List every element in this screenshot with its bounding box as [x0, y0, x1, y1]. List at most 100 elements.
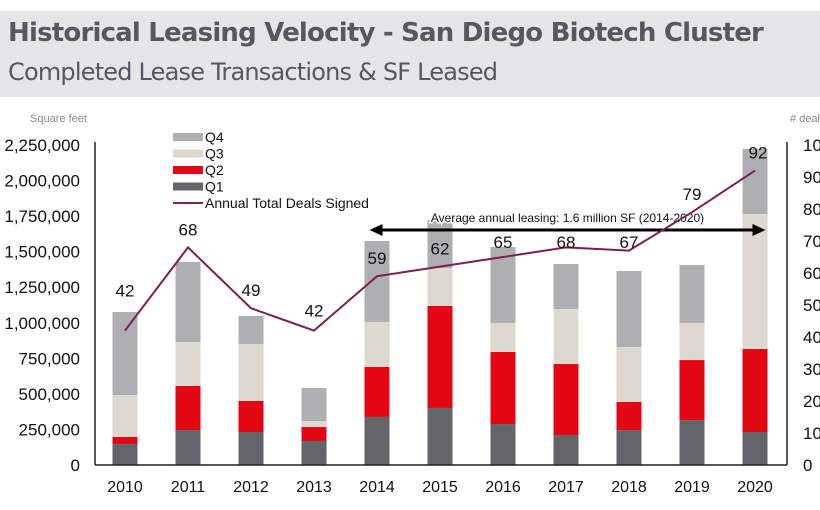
bar-q3-2011 — [175, 341, 201, 386]
y2-axis-label: # deals — [790, 113, 820, 125]
legend-swatch-q4 — [173, 133, 203, 141]
bar-q4-2011 — [175, 261, 201, 342]
bar-q1-2019 — [679, 420, 705, 465]
x-tick-label: 2019 — [674, 479, 710, 496]
y-tick-label: 1,750,000 — [4, 207, 80, 226]
bar-q4-2013 — [301, 388, 327, 422]
bar-q1-2015 — [427, 407, 453, 465]
bar-q1-2011 — [175, 430, 201, 465]
bar-q4-2017 — [553, 263, 579, 309]
legend-label: Annual Total Deals Signed — [205, 195, 369, 211]
y2-tick-label: 80 — [803, 200, 820, 219]
bar-q4-2019 — [679, 265, 705, 323]
bar-q3-2014 — [364, 321, 390, 368]
y2-tick-label: 10 — [803, 424, 820, 443]
x-tick-label: 2012 — [233, 479, 269, 496]
bar-q4-2016 — [490, 246, 516, 323]
bar-q2-2015 — [427, 305, 453, 408]
page-subtitle: Completed Lease Transactions & SF Leased — [8, 58, 498, 86]
bar-q1-2012 — [238, 432, 264, 465]
deals-data-label: 68 — [557, 233, 576, 252]
bar-q3-2012 — [238, 343, 264, 401]
y2-tick-label: 60 — [803, 264, 820, 283]
bar-q1-2020 — [742, 432, 768, 465]
bar-q4-2012 — [238, 315, 264, 344]
x-tick-label: 2015 — [422, 479, 458, 496]
bar-q2-2020 — [742, 348, 768, 433]
bar-q2-2011 — [175, 385, 201, 431]
y-tick-label: 2,000,000 — [4, 172, 80, 191]
bar-q3-2019 — [679, 322, 705, 361]
bar-q1-2014 — [364, 416, 390, 465]
bar-q3-2020 — [742, 213, 768, 349]
bar-q4-2020 — [742, 148, 768, 214]
legend-swatch-q1 — [173, 182, 203, 191]
deals-data-label: 42 — [116, 282, 135, 301]
deals-data-label: 42 — [305, 302, 324, 321]
bar-q2-2014 — [364, 367, 390, 417]
annotation-text: Average annual leasing: 1.6 million SF (… — [431, 211, 704, 225]
deals-data-label: 65 — [494, 233, 513, 252]
page-title: Historical Leasing Velocity - San Diego … — [8, 18, 764, 48]
y2-tick-label: 30 — [803, 360, 820, 379]
x-tick-label: 2014 — [359, 479, 395, 496]
y-tick-label: 2,250,000 — [4, 136, 80, 155]
bar-q2-2013 — [301, 427, 327, 441]
x-tick-label: 2020 — [737, 479, 773, 496]
deals-data-label: 59 — [368, 249, 387, 268]
bar-q3-2016 — [490, 322, 516, 352]
deals-line — [124, 169, 756, 332]
bar-q2-2010 — [112, 436, 138, 444]
legend-label: Q1 — [205, 179, 224, 195]
deals-data-label: 92 — [749, 144, 768, 163]
bar-q1-2016 — [490, 424, 516, 465]
bar-q3-2013 — [301, 421, 327, 428]
deals-data-label: 67 — [620, 233, 639, 252]
y-tick-label: 1,000,000 — [4, 314, 80, 333]
x-tick-label: 2011 — [171, 479, 206, 496]
header-band — [0, 11, 820, 97]
y-tick-label: 1,500,000 — [4, 243, 80, 262]
deals-data-label: 49 — [242, 281, 261, 300]
bar-q4-2015 — [427, 219, 453, 269]
y2-tick-label: 90 — [803, 168, 820, 187]
bar-q3-2018 — [616, 346, 642, 402]
y2-tick-label: 40 — [803, 328, 820, 347]
bar-q3-2010 — [112, 395, 138, 437]
bar-q1-2017 — [553, 434, 579, 465]
legend-swatch-q3 — [173, 149, 203, 158]
bar-q1-2018 — [616, 430, 642, 465]
y-tick-label: 1,250,000 — [4, 278, 80, 297]
y2-tick-label: 100 — [803, 136, 820, 155]
bar-q2-2019 — [679, 360, 705, 421]
legend-label: Q4 — [205, 129, 224, 145]
bar-q2-2012 — [238, 401, 264, 433]
y2-tick-label: 20 — [803, 392, 820, 411]
x-tick-label: 2016 — [485, 479, 521, 496]
arrow-right-icon — [752, 224, 766, 236]
bar-q1-2010 — [112, 443, 138, 465]
bar-q2-2018 — [616, 401, 642, 431]
y-tick-label: 250,000 — [19, 420, 80, 439]
bar-q3-2015 — [427, 268, 453, 306]
bar-q4-2010 — [112, 311, 138, 396]
deals-data-label: 62 — [431, 240, 450, 259]
bar-q3-2017 — [553, 308, 579, 365]
x-tick-label: 2013 — [296, 479, 332, 496]
bar-q4-2018 — [616, 271, 642, 347]
y-tick-label: 500,000 — [19, 385, 80, 404]
x-tick-label: 2010 — [107, 479, 143, 496]
y-axis-label: Square feet — [30, 113, 87, 125]
y2-tick-label: 50 — [803, 296, 820, 315]
bar-q2-2016 — [490, 351, 516, 425]
y2-tick-label: 70 — [803, 232, 820, 251]
bar-q1-2013 — [301, 440, 327, 465]
legend-label: Q3 — [205, 146, 224, 162]
deals-data-label: 68 — [179, 220, 198, 239]
deals-data-label: 79 — [683, 185, 702, 204]
y-tick-label: 750,000 — [19, 349, 80, 368]
y2-tick-label: 0 — [803, 456, 812, 475]
legend-label: Q2 — [205, 162, 224, 178]
y-tick-label: 0 — [71, 456, 80, 475]
